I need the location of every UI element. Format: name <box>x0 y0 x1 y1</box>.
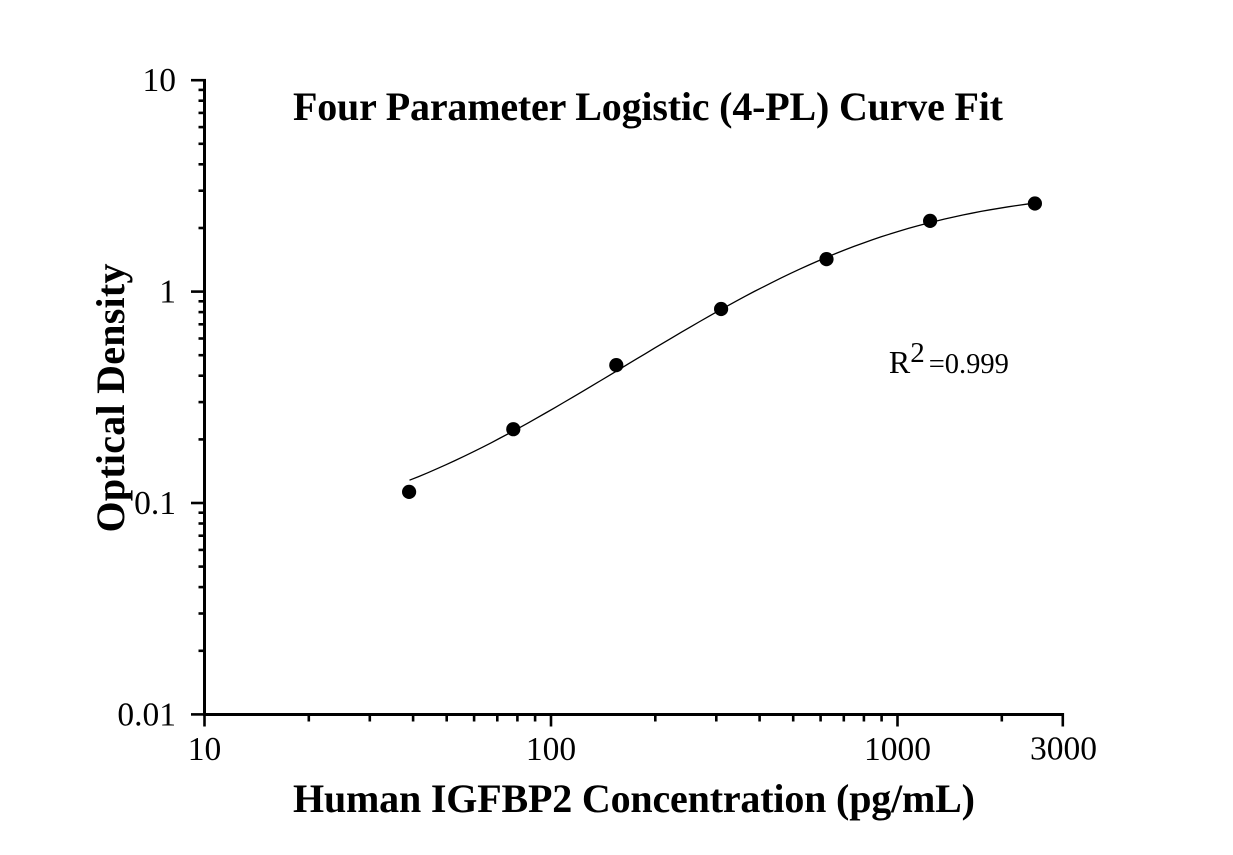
svg-text:1: 1 <box>159 274 176 311</box>
svg-text:Human IGFBP2 Concentration (pg: Human IGFBP2 Concentration (pg/mL) <box>293 776 975 821</box>
svg-text:1000: 1000 <box>864 731 931 768</box>
svg-text:Four Parameter Logistic (4-PL): Four Parameter Logistic (4-PL) Curve Fit <box>293 84 1004 129</box>
svg-text:0.01: 0.01 <box>117 696 176 733</box>
svg-text:0.1: 0.1 <box>134 485 176 522</box>
svg-text:10: 10 <box>188 731 222 768</box>
svg-text:10: 10 <box>143 62 177 99</box>
svg-text:3000: 3000 <box>1030 731 1097 768</box>
svg-text:100: 100 <box>526 731 576 768</box>
svg-text:Optical Density: Optical Density <box>88 264 133 533</box>
